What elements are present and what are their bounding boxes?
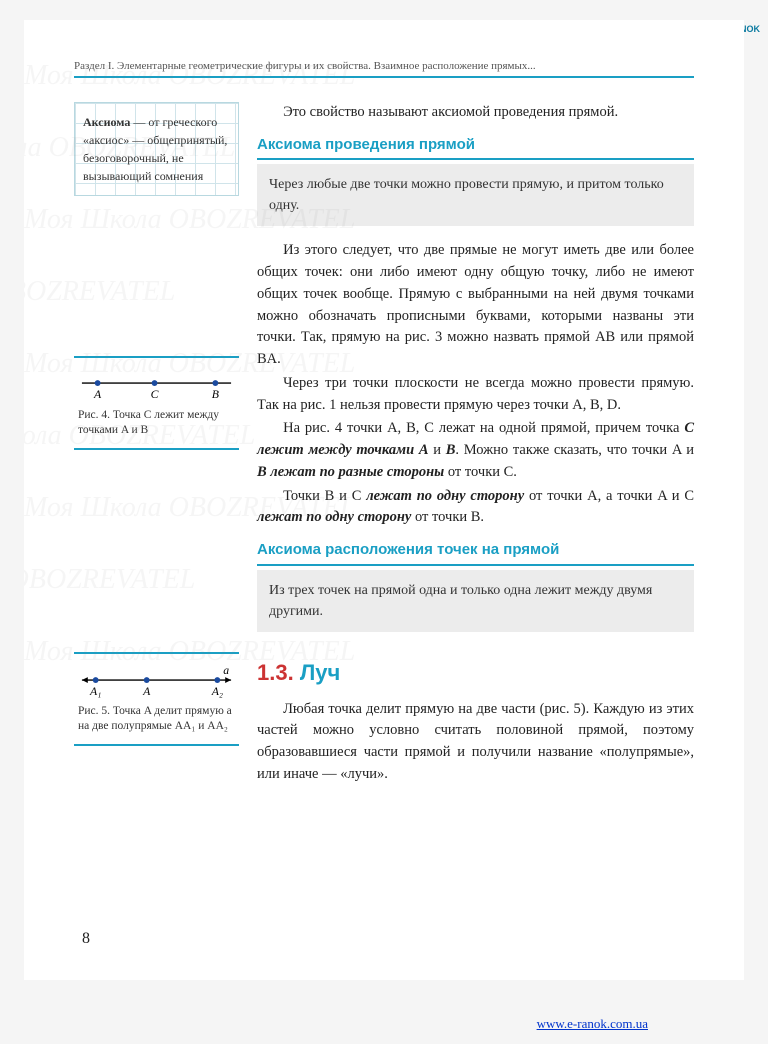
figure-4: A C B Рис. 4. Точка C лежит между точкам…: [74, 356, 239, 450]
paragraph-4: Точки B и C лежат по одну сторону от точ…: [257, 486, 694, 530]
figure-4-caption: Рис. 4. Точка C лежит между точками A и …: [78, 408, 235, 438]
axiom-1-body: Через любые две точки можно провести пря…: [257, 164, 694, 226]
axiom-2-title: Аксиома расположения точек на прямой: [257, 539, 694, 566]
footer-url[interactable]: www.e-ranok.com.ua: [537, 1016, 648, 1032]
figure-5-caption: Рис. 5. Точка A делит прямую a на две по…: [78, 704, 235, 734]
paragraph-1: Из этого следует, что две прямые не могу…: [257, 240, 694, 371]
section-title: Луч: [300, 660, 340, 685]
svg-text:a: a: [223, 664, 229, 677]
figure-5-svg: a A₁ A A₂: [78, 664, 235, 700]
svg-text:A: A: [142, 685, 151, 698]
main-text-column: Это свойство называют аксиомой проведени…: [257, 102, 694, 788]
paragraph-5: Любая точка делит прямую на две части (р…: [257, 699, 694, 786]
sidebar-column: Аксиома — от греческого «аксиос» — общеп…: [74, 102, 239, 788]
section-heading: 1.3. Луч: [257, 656, 694, 689]
axiom-2-body: Из трех точек на прямой одна и только од…: [257, 570, 694, 632]
figure-4-svg: A C B: [78, 368, 235, 404]
figure-5: a A₁ A A₂ Рис. 5. Точка A делит прямую a…: [74, 652, 239, 746]
page-number: 8: [82, 930, 90, 948]
paragraph-2: Через три точки плоскости не всегда можн…: [257, 373, 694, 417]
paragraph-3: На рис. 4 точки A, B, C лежат на одной п…: [257, 418, 694, 483]
svg-text:A₁: A₁: [89, 685, 101, 698]
svg-text:B: B: [212, 388, 219, 401]
definition-box-axiom: Аксиома — от греческого «аксиос» — общеп…: [74, 102, 239, 196]
chapter-header: Раздел I. Элементарные геометрические фи…: [74, 60, 694, 78]
definition-term: Аксиома: [83, 115, 130, 129]
svg-text:C: C: [151, 388, 159, 401]
intro-paragraph: Это свойство называют аксиомой проведени…: [257, 102, 694, 124]
svg-text:A: A: [93, 388, 102, 401]
axiom-1-title: Аксиома проведения прямой: [257, 134, 694, 161]
svg-text:A₂: A₂: [211, 685, 223, 698]
textbook-page: Моя Школа OBOZREVATEL Моя Школа OBOZREVA…: [24, 20, 744, 980]
section-number: 1.3.: [257, 660, 294, 685]
